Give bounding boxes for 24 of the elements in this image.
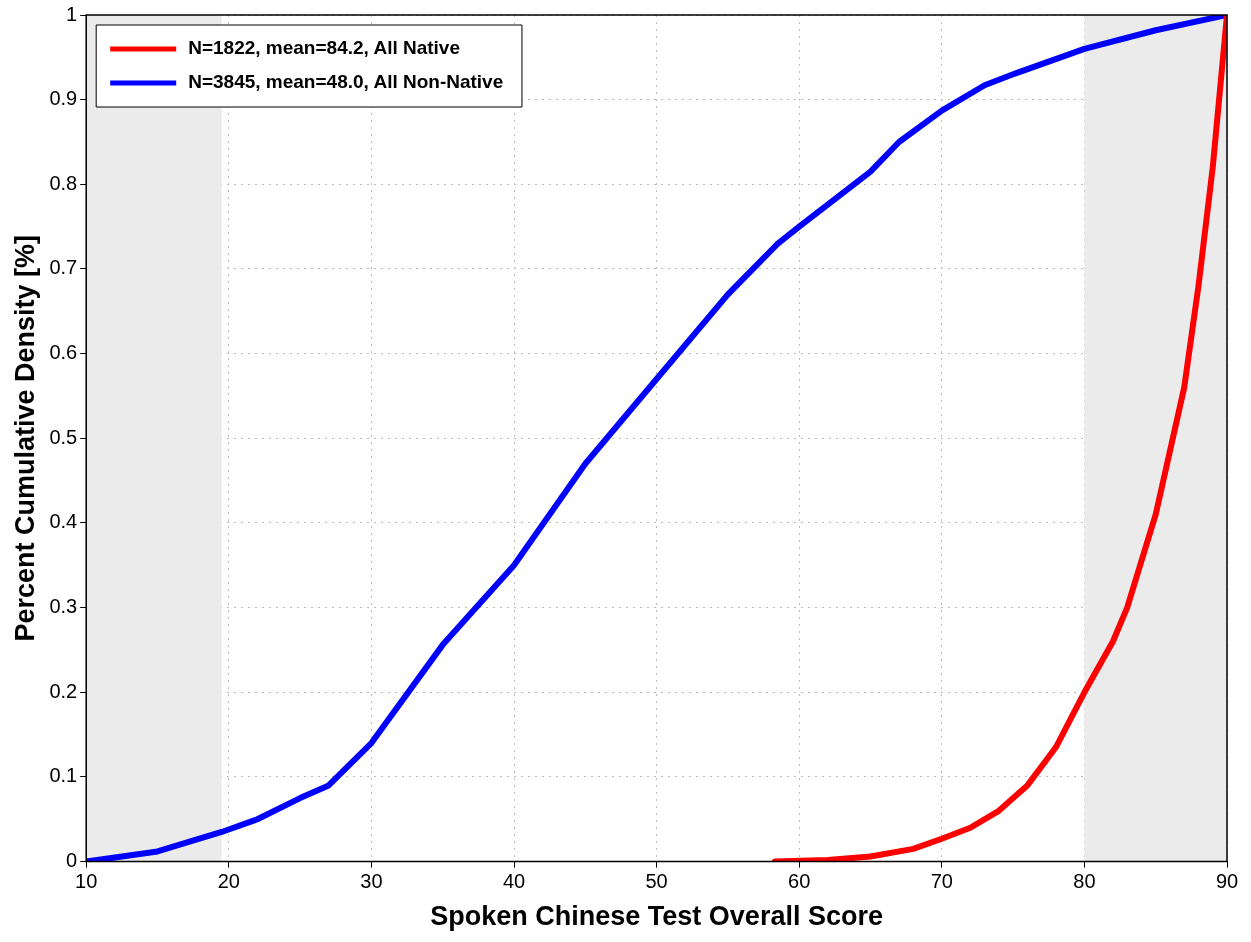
y-tick-label: 0.6 xyxy=(49,341,78,364)
y-tick-label: 0.8 xyxy=(49,171,78,194)
x-tick-label: 20 xyxy=(217,870,240,893)
y-tick-label: 1 xyxy=(66,2,78,25)
y-tick-label: 0.7 xyxy=(49,256,78,279)
y-axis-title: Percent Cumulative Density [%] xyxy=(9,235,40,642)
x-tick-label: 30 xyxy=(360,870,383,893)
y-tick-label: 0 xyxy=(66,849,78,872)
x-tick-label: 40 xyxy=(502,870,526,893)
x-tick-label: 70 xyxy=(930,870,953,893)
legend-label: N=3845, mean=48.0, All Non-Native xyxy=(188,71,504,93)
x-tick-label: 80 xyxy=(1073,870,1096,893)
y-tick-label: 0.1 xyxy=(49,764,78,787)
y-tick-label: 0.2 xyxy=(49,679,78,702)
x-tick-label: 10 xyxy=(75,870,98,893)
x-tick-label: 50 xyxy=(645,870,668,893)
y-tick-label: 0.5 xyxy=(49,425,78,448)
x-tick-label: 60 xyxy=(788,870,811,893)
y-tick-label: 0.9 xyxy=(49,87,78,110)
legend-label: N=1822, mean=84.2, All Native xyxy=(188,37,460,59)
x-axis-title: Spoken Chinese Test Overall Score xyxy=(430,901,883,932)
x-tick-label: 90 xyxy=(1215,870,1239,893)
y-tick-label: 0.4 xyxy=(49,510,78,533)
y-tick-label: 0.3 xyxy=(49,595,78,618)
